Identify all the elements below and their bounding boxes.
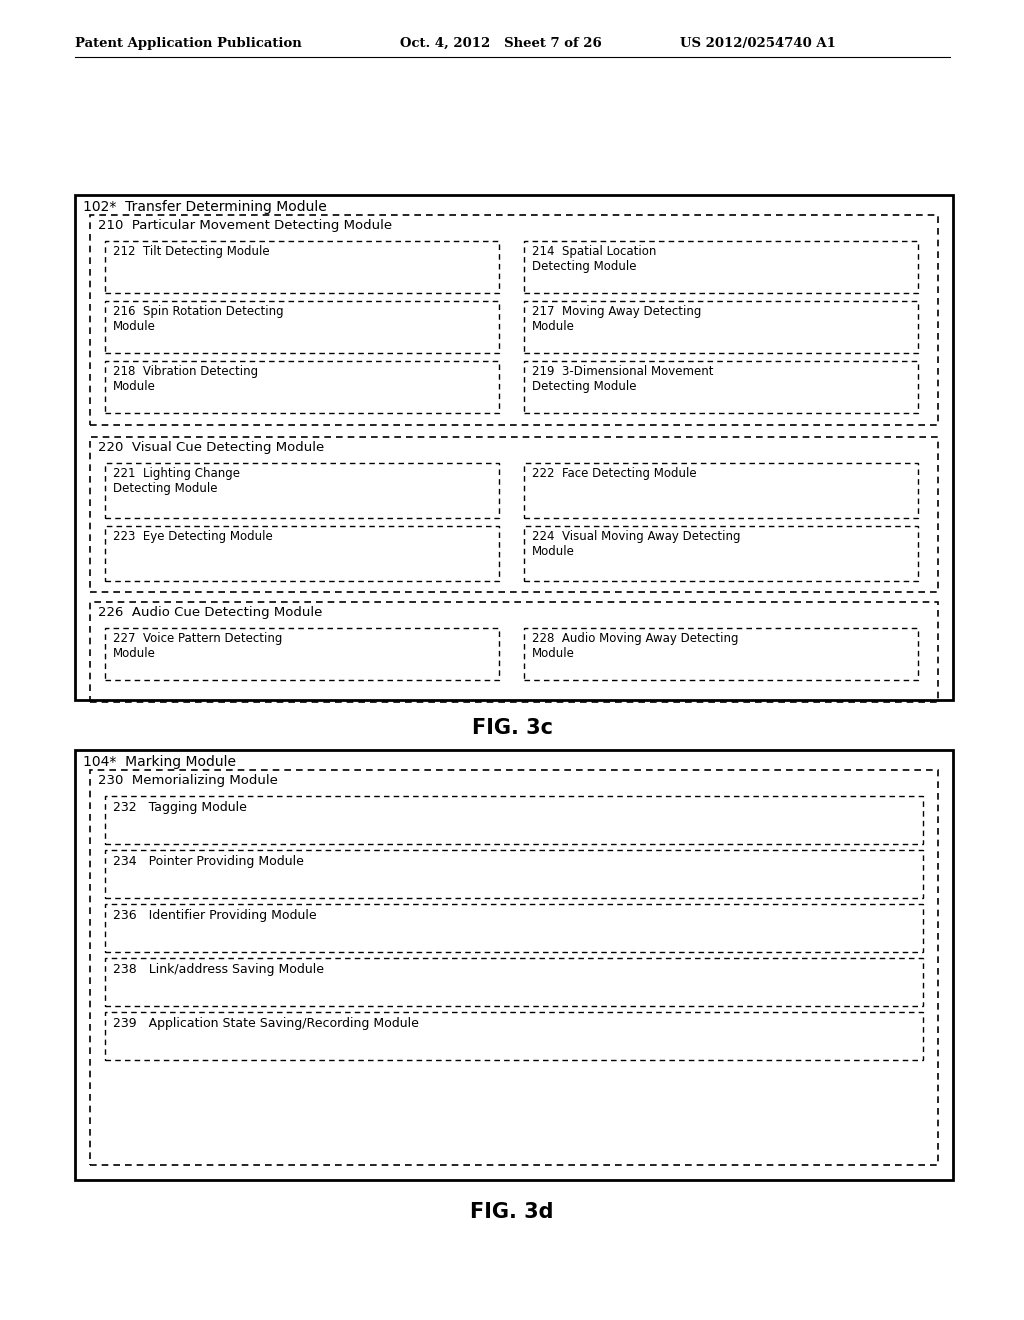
Text: 102*  Transfer Determining Module: 102* Transfer Determining Module [83, 201, 327, 214]
Bar [524, 628, 918, 680]
Bar [90, 770, 938, 1166]
Text: US 2012/0254740 A1: US 2012/0254740 A1 [680, 37, 836, 50]
Bar [105, 796, 923, 843]
Text: 232   Tagging Module: 232 Tagging Module [113, 801, 247, 814]
Bar [105, 463, 499, 517]
Text: 104*  Marking Module: 104* Marking Module [83, 755, 236, 770]
Text: 217  Moving Away Detecting
Module: 217 Moving Away Detecting Module [532, 305, 701, 333]
Bar [524, 463, 918, 517]
Bar [90, 215, 938, 425]
Text: 234   Pointer Providing Module: 234 Pointer Providing Module [113, 855, 304, 869]
Bar [105, 360, 499, 413]
Text: 230  Memorializing Module: 230 Memorializing Module [98, 774, 278, 787]
Bar [105, 242, 499, 293]
Text: 228  Audio Moving Away Detecting
Module: 228 Audio Moving Away Detecting Module [532, 632, 738, 660]
Bar [105, 958, 923, 1006]
Text: FIG. 3c: FIG. 3c [471, 718, 553, 738]
Text: 220  Visual Cue Detecting Module: 220 Visual Cue Detecting Module [98, 441, 325, 454]
Text: 221  Lighting Change
Detecting Module: 221 Lighting Change Detecting Module [113, 467, 240, 495]
Bar [75, 750, 953, 1180]
Bar [90, 602, 938, 702]
Text: Patent Application Publication: Patent Application Publication [75, 37, 302, 50]
Text: FIG. 3d: FIG. 3d [470, 1203, 554, 1222]
Text: 223  Eye Detecting Module: 223 Eye Detecting Module [113, 531, 272, 543]
Bar [90, 437, 938, 591]
Bar [524, 360, 918, 413]
Bar [524, 301, 918, 352]
Text: 214  Spatial Location
Detecting Module: 214 Spatial Location Detecting Module [532, 246, 656, 273]
Bar [105, 1012, 923, 1060]
Text: 210  Particular Movement Detecting Module: 210 Particular Movement Detecting Module [98, 219, 392, 232]
Bar [105, 628, 499, 680]
Bar [105, 904, 923, 952]
Text: 219  3-Dimensional Movement
Detecting Module: 219 3-Dimensional Movement Detecting Mod… [532, 366, 714, 393]
Text: 222  Face Detecting Module: 222 Face Detecting Module [532, 467, 696, 480]
Bar [105, 525, 499, 581]
Text: 216  Spin Rotation Detecting
Module: 216 Spin Rotation Detecting Module [113, 305, 284, 333]
Text: 227  Voice Pattern Detecting
Module: 227 Voice Pattern Detecting Module [113, 632, 283, 660]
Bar [75, 195, 953, 700]
Text: 212  Tilt Detecting Module: 212 Tilt Detecting Module [113, 246, 269, 257]
Bar [105, 301, 499, 352]
Bar [524, 242, 918, 293]
Text: 226  Audio Cue Detecting Module: 226 Audio Cue Detecting Module [98, 606, 323, 619]
Text: 218  Vibration Detecting
Module: 218 Vibration Detecting Module [113, 366, 258, 393]
Bar [105, 850, 923, 898]
Text: Oct. 4, 2012   Sheet 7 of 26: Oct. 4, 2012 Sheet 7 of 26 [400, 37, 602, 50]
Text: 239   Application State Saving/Recording Module: 239 Application State Saving/Recording M… [113, 1016, 419, 1030]
Text: 238   Link/address Saving Module: 238 Link/address Saving Module [113, 964, 324, 975]
Text: 236   Identifier Providing Module: 236 Identifier Providing Module [113, 909, 316, 921]
Text: 224  Visual Moving Away Detecting
Module: 224 Visual Moving Away Detecting Module [532, 531, 740, 558]
Bar [524, 525, 918, 581]
